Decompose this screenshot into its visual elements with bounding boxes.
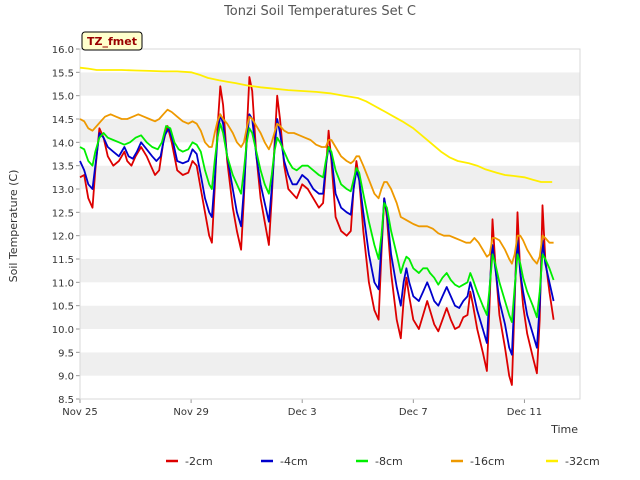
y-tick-label: 14.5 — [52, 115, 74, 126]
legend-label: -16cm — [470, 455, 505, 468]
y-tick-label: 13.5 — [52, 162, 74, 173]
legend-label: -4cm — [280, 455, 308, 468]
plot-band — [80, 49, 580, 73]
plot-band — [80, 235, 580, 259]
legend: -2cm -4cm -8cm -16cm -32cm — [166, 455, 600, 468]
series-lines — [79, 66, 555, 386]
y-tick-label: 15.5 — [52, 68, 74, 79]
x-tick-label: Nov 29 — [173, 407, 208, 418]
annotation-label: TZ_fmet — [87, 35, 137, 48]
plot-band — [80, 119, 580, 143]
y-tick-label: 12.0 — [52, 232, 74, 243]
plot-band — [80, 375, 580, 399]
y-tick-label: 11.0 — [52, 278, 74, 289]
y-tick-label: 9.0 — [58, 372, 74, 383]
y-tick-label: 12.5 — [52, 208, 74, 219]
chart-title: Tonzi Soil Temperatures Set C — [223, 4, 416, 19]
legend-label: -2cm — [185, 455, 213, 468]
series-line-32cm — [79, 66, 553, 183]
x-tick-label: Nov 25 — [62, 407, 97, 418]
plot-band — [80, 305, 580, 329]
x-tick-label: Dec 3 — [288, 407, 317, 418]
x-axis-label: Time — [550, 423, 578, 436]
legend-label: -8cm — [375, 455, 403, 468]
y-tick-label: 13.0 — [52, 185, 74, 196]
y-tick-label: 8.5 — [58, 395, 74, 406]
plot-band — [80, 95, 580, 119]
x-tick-label: Dec 11 — [507, 407, 542, 418]
plot-band — [80, 72, 580, 96]
x-axis: Nov 25 Nov 29 Dec 3 Dec 7 Dec 11 — [62, 399, 542, 418]
y-tick-label: 16.0 — [52, 45, 74, 56]
y-axis: 8.5 9.0 9.5 10.0 10.5 11.0 11.5 12.0 12.5 13.0 13.… — [52, 45, 80, 406]
y-tick-label: 10.5 — [52, 302, 74, 313]
y-tick-label: 11.5 — [52, 255, 74, 266]
annotation-box: TZ_fmet — [81, 31, 143, 51]
x-tick-label: Dec 7 — [399, 407, 428, 418]
plot-band — [80, 259, 580, 283]
y-tick-label: 15.0 — [52, 92, 74, 103]
series-line-8cm — [79, 122, 555, 323]
plot-band — [80, 189, 580, 213]
y-tick-label: 10.0 — [52, 325, 74, 336]
plot-band — [80, 329, 580, 353]
plot-band — [80, 282, 580, 306]
legend-label: -32cm — [565, 455, 600, 468]
plot-band — [80, 212, 580, 236]
plot-frame — [79, 48, 581, 400]
series-line-16cm — [79, 108, 554, 265]
y-tick-label: 14.0 — [52, 138, 74, 149]
plot-band — [80, 165, 580, 189]
y-tick-label: 9.5 — [58, 348, 74, 359]
y-axis-label: Soil Temperature (C) — [7, 170, 20, 283]
plot-band — [80, 352, 580, 376]
